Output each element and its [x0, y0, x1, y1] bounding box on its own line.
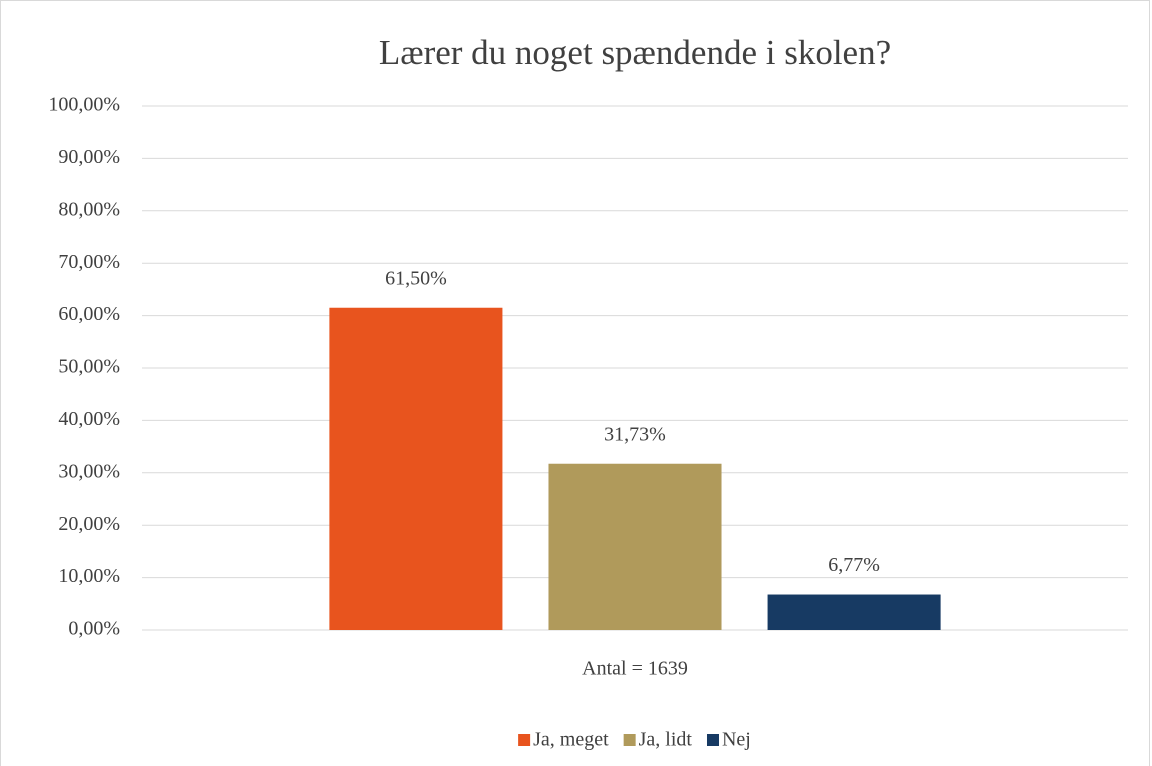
- legend-swatch: [706, 734, 719, 746]
- x-tick-label: Antal = 1639: [582, 658, 688, 680]
- data-label: 6,77%: [828, 554, 880, 576]
- legend-swatch: [623, 734, 636, 746]
- legend-label: Ja, lidt: [639, 729, 693, 751]
- legend-label: Ja, meget: [533, 729, 609, 751]
- y-tick-label: 50,00%: [58, 356, 120, 378]
- y-tick-label: 40,00%: [58, 408, 120, 430]
- y-tick-label: 100,00%: [48, 94, 120, 116]
- legend-swatch: [518, 734, 531, 746]
- y-tick-label: 10,00%: [58, 565, 120, 587]
- y-tick-label: 0,00%: [68, 618, 120, 640]
- data-label: 61,50%: [385, 267, 447, 289]
- bar: [767, 594, 941, 630]
- y-tick-label: 80,00%: [58, 198, 120, 220]
- legend-label: Nej: [722, 729, 751, 751]
- bar: [329, 307, 503, 630]
- y-tick-label: 60,00%: [58, 303, 120, 325]
- y-tick-label: 70,00%: [58, 251, 120, 273]
- bar: [548, 463, 722, 630]
- chart-title: Lærer du noget spændende i skolen?: [379, 33, 891, 72]
- y-tick-label: 20,00%: [58, 513, 120, 535]
- y-tick-label: 30,00%: [58, 460, 120, 482]
- data-label: 31,73%: [604, 423, 666, 445]
- y-tick-label: 90,00%: [58, 146, 120, 168]
